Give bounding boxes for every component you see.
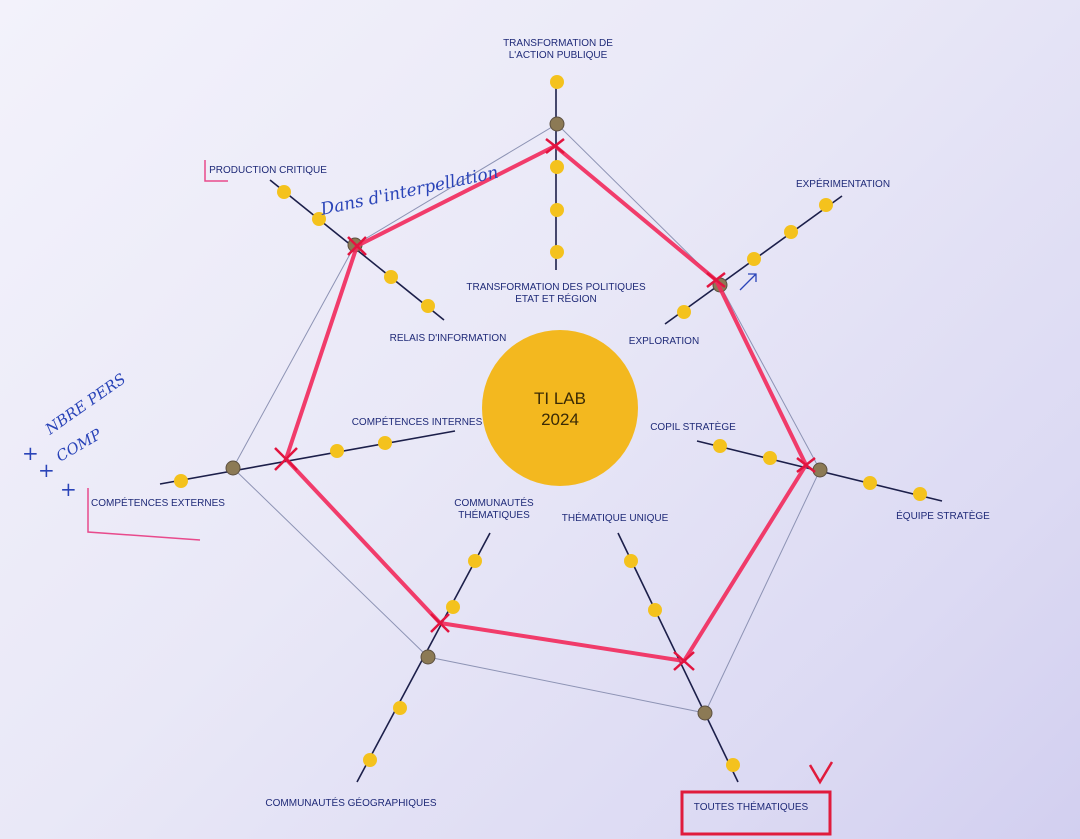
- scale-dot: [174, 474, 188, 488]
- label-line: COPIL STRATÈGE: [650, 420, 736, 433]
- label-line: L'ACTION PUBLIQUE: [509, 50, 608, 61]
- scale-dot: [550, 203, 564, 217]
- inner-label-politiques: TRANSFORMATION DES POLITIQUES ETAT ET RÉG…: [466, 282, 646, 305]
- scale-dot: [819, 198, 833, 212]
- outer-label-action-publique: TRANSFORMATION DE L'ACTION PUBLIQUE: [503, 38, 613, 61]
- label-line: TRANSFORMATION DES POLITIQUES: [466, 282, 646, 293]
- inner-label-competences-internes: COMPÉTENCES INTERNES: [352, 415, 483, 428]
- outer-label-toutes-thematiques: TOUTES THÉMATIQUES: [694, 800, 809, 813]
- label-line: EXPÉRIMENTATION: [796, 177, 890, 190]
- inner-label-copil-stratege: COPIL STRATÈGE: [650, 420, 736, 433]
- scale-dot: [446, 600, 460, 614]
- scale-dot: [378, 436, 392, 450]
- cross-mark: [796, 457, 816, 473]
- scale-dot: [726, 758, 740, 772]
- scale-dot: [550, 245, 564, 259]
- scale-dot: [913, 487, 927, 501]
- highlight-box: [680, 790, 832, 836]
- profile-marks: [274, 138, 816, 671]
- scale-dots: [174, 75, 927, 772]
- scale-dot: [363, 753, 377, 767]
- level-dot: [697, 705, 713, 721]
- scale-dot: [648, 603, 662, 617]
- label-line: COMMUNAUTÉS: [454, 496, 534, 509]
- level-dots: [225, 116, 828, 721]
- guide-heptagon: [232, 123, 821, 714]
- label-line: COMPÉTENCES INTERNES: [352, 415, 483, 428]
- scale-dot: [384, 270, 398, 284]
- label-line: EXPLORATION: [629, 336, 699, 347]
- hand-annotations: Dans d'interpellation NBRE PERS COMP + +…: [22, 160, 834, 836]
- outer-label-production-critique: PRODUCTION CRITIQUE: [209, 165, 327, 176]
- scale-dot: [550, 75, 564, 89]
- check-mark: [808, 761, 834, 785]
- profile-polygon: [284, 144, 808, 663]
- label-line: TRANSFORMATION DE: [503, 38, 613, 49]
- cross-mark: [430, 613, 450, 633]
- scale-dot: [550, 160, 564, 174]
- label-line: THÉMATIQUES: [458, 508, 530, 521]
- axis-labels: TRANSFORMATION DE L'ACTION PUBLIQUE TRANS…: [91, 38, 990, 813]
- label-line: PRODUCTION CRITIQUE: [209, 165, 327, 176]
- label-line: ETAT ET RÉGION: [515, 292, 597, 305]
- label-line: TOUTES THÉMATIQUES: [694, 800, 809, 813]
- arrow-mark: [739, 273, 757, 291]
- scale-dot: [624, 554, 638, 568]
- note-nbre-pers: NBRE PERS: [41, 370, 129, 439]
- scale-dot: [312, 212, 326, 226]
- inner-label-relais-information: RELAIS D'INFORMATION: [390, 333, 507, 344]
- label-line: COMMUNAUTÉS GÉOGRAPHIQUES: [265, 796, 436, 809]
- bracket-mark: [87, 488, 201, 541]
- bracket-mark: [204, 160, 228, 182]
- scale-dot: [763, 451, 777, 465]
- label-line: THÉMATIQUE UNIQUE: [562, 511, 669, 524]
- inner-label-communautes-thematiques: COMMUNAUTÉS THÉMATIQUES: [454, 496, 534, 521]
- hub-circle: [482, 330, 638, 486]
- scale-dot: [393, 701, 407, 715]
- label-line: COMPÉTENCES EXTERNES: [91, 496, 225, 509]
- axis-line: [159, 430, 456, 485]
- outer-label-equipe-stratege: ÉQUIPE STRATÈGE: [896, 509, 990, 522]
- level-dot: [549, 116, 565, 132]
- cross-mark: [274, 447, 298, 471]
- outer-label-communautes-geo: COMMUNAUTÉS GÉOGRAPHIQUES: [265, 796, 436, 809]
- cross-mark: [545, 138, 565, 154]
- plus-mark: +: [38, 458, 55, 482]
- level-dot: [225, 460, 241, 476]
- inner-label-exploration: EXPLORATION: [629, 336, 699, 347]
- scale-dot: [747, 252, 761, 266]
- scale-dot: [677, 305, 691, 319]
- axis-line: [617, 532, 739, 783]
- plus-mark: +: [60, 477, 77, 501]
- cross-mark: [347, 236, 367, 256]
- scale-dot: [277, 185, 291, 199]
- scale-dot: [784, 225, 798, 239]
- outer-label-competences-externes: COMPÉTENCES EXTERNES: [91, 496, 225, 509]
- label-line: RELAIS D'INFORMATION: [390, 333, 507, 344]
- scale-dot: [713, 439, 727, 453]
- label-line: ÉQUIPE STRATÈGE: [896, 509, 990, 522]
- scale-dot: [863, 476, 877, 490]
- scale-dot: [330, 444, 344, 458]
- level-dot: [812, 462, 828, 478]
- level-dot: [420, 649, 436, 665]
- cross-mark: [706, 272, 726, 288]
- note-interpellation: Dans d'interpellation: [318, 163, 500, 220]
- scale-dot: [421, 299, 435, 313]
- hub-year: 2024: [541, 410, 579, 429]
- hub-title: TI LAB: [534, 389, 586, 408]
- inner-label-thematique-unique: THÉMATIQUE UNIQUE: [562, 511, 669, 524]
- cross-mark: [673, 651, 695, 671]
- plus-mark: +: [22, 441, 39, 465]
- scale-dot: [468, 554, 482, 568]
- outer-label-experimentation: EXPÉRIMENTATION: [796, 177, 890, 190]
